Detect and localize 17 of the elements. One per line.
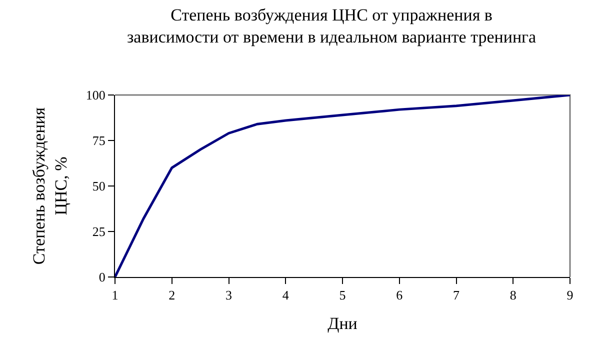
y-tick-label: 0 xyxy=(98,270,106,285)
x-axis-title: Дни xyxy=(328,314,358,333)
x-tick-label: 8 xyxy=(510,288,516,303)
y-tick-label: 25 xyxy=(92,224,106,240)
x-tick-label: 4 xyxy=(282,288,290,303)
x-tick-label: 3 xyxy=(226,288,232,303)
y-axis-title: Степень возбуждения ЦНС, % xyxy=(29,107,70,265)
chart-title: Степень возбуждения ЦНС от упражнения в зависимости от времени в идеальном варианте тренинга xyxy=(126,5,537,47)
y-tick-label: 75 xyxy=(92,133,106,148)
x-tick-label: 6 xyxy=(396,288,404,303)
x-tick-label: 9 xyxy=(566,288,574,303)
x-tick-label: 1 xyxy=(112,288,118,303)
x-tick-label: 7 xyxy=(453,288,460,303)
y-tick-label: 100 xyxy=(86,88,106,103)
x-tick-label: 5 xyxy=(339,288,346,303)
y-tick-label: 50 xyxy=(92,178,106,194)
x-tick-label: 2 xyxy=(168,288,176,303)
